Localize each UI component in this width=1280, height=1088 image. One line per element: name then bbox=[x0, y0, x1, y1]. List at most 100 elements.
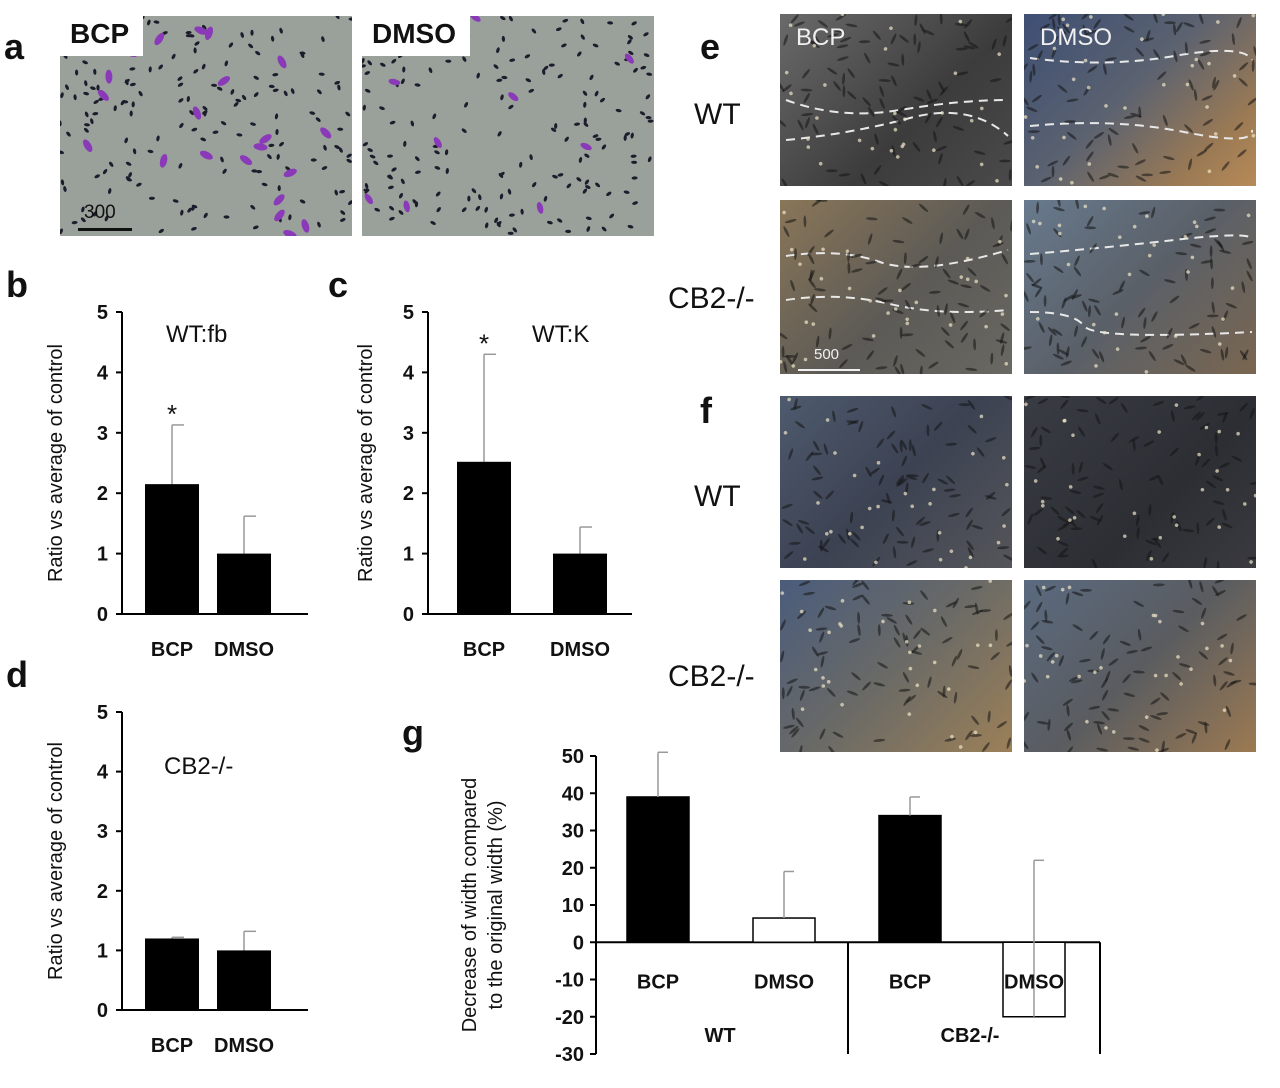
cell-shape bbox=[1024, 465, 1037, 469]
nucleus-dot bbox=[512, 227, 518, 233]
bright-spot bbox=[1174, 523, 1179, 527]
cell-shape bbox=[1024, 63, 1028, 73]
cell-shape bbox=[1126, 650, 1138, 654]
bright-spot bbox=[1123, 106, 1127, 110]
nucleus-dot bbox=[194, 41, 200, 46]
nucleus-dot bbox=[428, 67, 433, 74]
cell-shape bbox=[1122, 737, 1135, 741]
bright-spot bbox=[1094, 364, 1098, 368]
cell-shape bbox=[1080, 588, 1092, 592]
cell-shape bbox=[825, 490, 834, 500]
cell-shape bbox=[838, 533, 846, 544]
cell-shape bbox=[953, 691, 958, 704]
cell-shape bbox=[899, 440, 903, 453]
nucleus-dot bbox=[478, 194, 482, 201]
bright-spot bbox=[1040, 499, 1045, 504]
cell-shape bbox=[1157, 747, 1169, 752]
bright-spot bbox=[1161, 14, 1166, 16]
nucleus-dot bbox=[345, 111, 351, 117]
bright-spot bbox=[1068, 485, 1073, 489]
nucleus-dot bbox=[445, 168, 449, 174]
nucleus-dot bbox=[248, 43, 254, 49]
nucleus-dot bbox=[497, 131, 502, 137]
cell-shape bbox=[957, 302, 970, 308]
panel-letter-f: f bbox=[700, 390, 712, 431]
cell-shape bbox=[848, 638, 861, 643]
y-tick-label: 10 bbox=[562, 895, 584, 917]
nucleus-dot bbox=[216, 86, 223, 91]
nucleus-dot bbox=[93, 211, 98, 217]
cell-shape bbox=[865, 217, 878, 221]
micrograph-dmso: DMSO bbox=[362, 16, 654, 236]
cell-shape bbox=[913, 33, 917, 46]
cell-shape bbox=[1201, 607, 1207, 619]
cell-shape bbox=[832, 29, 845, 33]
cell-shape bbox=[1052, 328, 1063, 336]
nucleus-dot bbox=[509, 58, 516, 62]
bright-spot bbox=[883, 47, 888, 51]
nucleus-dot bbox=[639, 111, 646, 116]
bright-spot bbox=[949, 549, 954, 553]
cell-shape bbox=[811, 646, 819, 657]
scratch-wt-dmso-image bbox=[1024, 14, 1256, 185]
bright-spot bbox=[1060, 587, 1065, 592]
nucleus-dot bbox=[493, 64, 499, 69]
cell-shape bbox=[1070, 294, 1083, 299]
cell-shape bbox=[1081, 14, 1091, 20]
nucleus-dot bbox=[108, 161, 114, 167]
cell-shape bbox=[902, 672, 910, 683]
cell-shape bbox=[882, 533, 889, 544]
cell-shape bbox=[990, 652, 1000, 661]
nucleus-dot bbox=[222, 168, 227, 174]
cell-shape bbox=[1052, 18, 1056, 30]
bright-spot bbox=[998, 239, 1002, 244]
bright-spot bbox=[1164, 673, 1168, 678]
stained-cell bbox=[217, 76, 231, 86]
cell-shape bbox=[1196, 149, 1208, 157]
chart-title: WT:K bbox=[532, 321, 589, 348]
cell-shape bbox=[832, 410, 836, 423]
nucleus-dot bbox=[201, 63, 206, 70]
cell-shape bbox=[1102, 634, 1111, 645]
y-tick-label: 0 bbox=[97, 604, 108, 626]
cell-shape bbox=[1029, 70, 1033, 83]
cell-shape bbox=[973, 150, 986, 155]
nucleus-dot bbox=[414, 201, 419, 208]
y-tick-label: 3 bbox=[403, 423, 414, 445]
cell-shape bbox=[1089, 515, 1101, 522]
cell-shape bbox=[1108, 127, 1119, 136]
cell-shape bbox=[937, 478, 949, 485]
cell-shape bbox=[963, 31, 970, 43]
migration-cb2-bcp bbox=[780, 580, 1012, 752]
bright-spot bbox=[964, 566, 968, 568]
cell-shape bbox=[956, 176, 964, 186]
cell-shape bbox=[1210, 257, 1213, 270]
bright-spot bbox=[1058, 177, 1063, 181]
cell-shape bbox=[1176, 520, 1182, 532]
cell-shape bbox=[1138, 725, 1150, 731]
scale-bar bbox=[78, 228, 132, 231]
stained-cell bbox=[320, 127, 332, 139]
nucleus-dot bbox=[228, 42, 234, 48]
cell-shape bbox=[1247, 97, 1256, 106]
cell-shape bbox=[891, 145, 896, 157]
nucleus-dot bbox=[582, 188, 588, 194]
cell-shape bbox=[1135, 47, 1145, 57]
cell-shape bbox=[921, 404, 933, 410]
cell-shape bbox=[1195, 412, 1205, 421]
bright-spot bbox=[1070, 181, 1074, 185]
cell-shape bbox=[1035, 585, 1042, 597]
cell-shape bbox=[933, 130, 937, 143]
nucleus-dot bbox=[113, 105, 117, 112]
cell-shape bbox=[1123, 115, 1136, 119]
cell-shape bbox=[894, 366, 902, 374]
cell-shape bbox=[814, 288, 826, 292]
cell-shape bbox=[960, 284, 972, 289]
bright-spot bbox=[840, 14, 845, 17]
cell-shape bbox=[1204, 216, 1216, 221]
cell-shape bbox=[902, 217, 913, 224]
cell-shape bbox=[903, 252, 907, 265]
nucleus-dot bbox=[285, 166, 291, 171]
bright-spot bbox=[1132, 511, 1137, 516]
cell-shape bbox=[875, 366, 888, 370]
